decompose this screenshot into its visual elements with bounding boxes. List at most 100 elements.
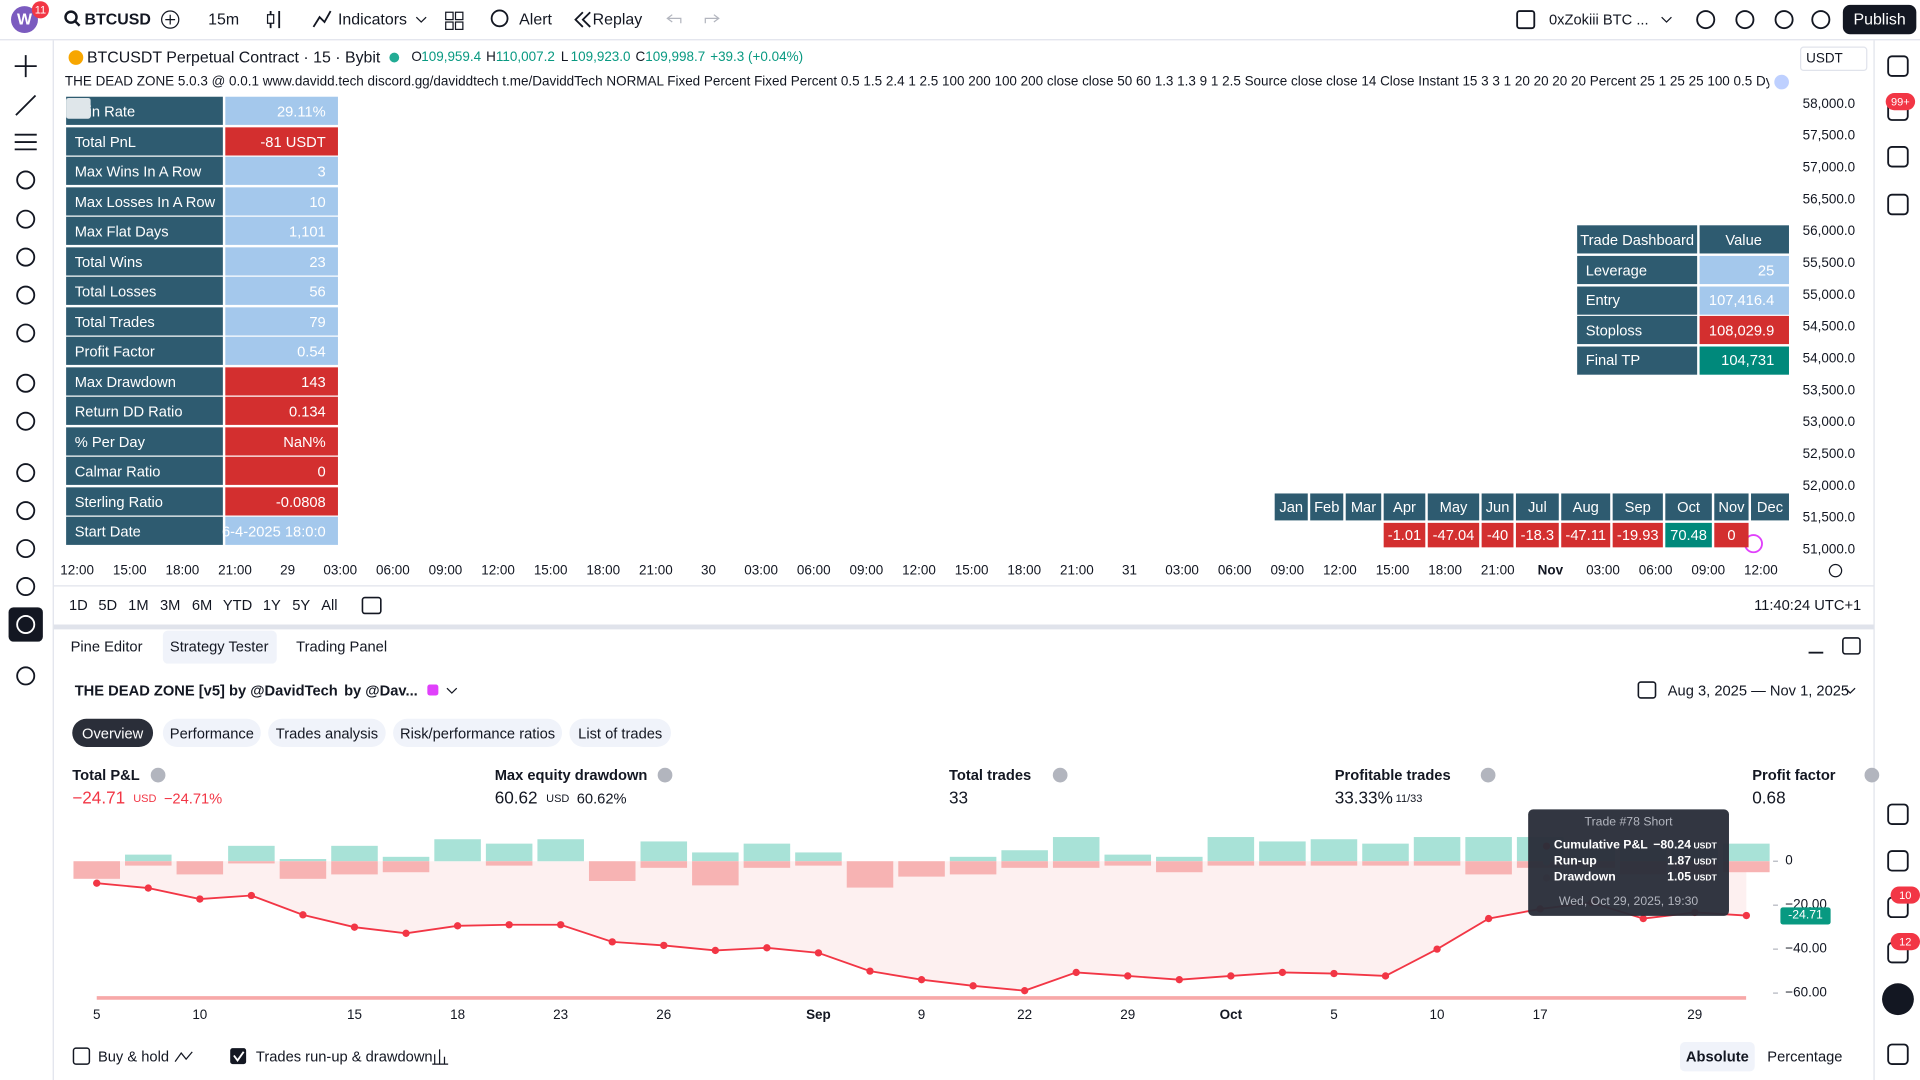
subtab-label[interactable]: Risk/performance ratios [399, 724, 556, 742]
layout-icon [445, 11, 454, 21]
layout-name[interactable]: 0xZokiii BTC ... [1548, 11, 1649, 29]
range-button[interactable]: 1M [128, 596, 149, 614]
alert-button[interactable]: Alert [519, 9, 552, 29]
drawdown-bar [640, 861, 688, 868]
stats-label-cell [66, 366, 223, 395]
stats-label-cell [66, 516, 223, 545]
symbol[interactable]: BTCUSD [84, 9, 151, 29]
drawdown-bar [1207, 861, 1255, 866]
panel-tab[interactable]: Pine Editor [70, 637, 143, 656]
indicators-icon [312, 10, 332, 28]
tooltip-unit: USDT [1693, 858, 1717, 867]
subtab[interactable] [393, 718, 563, 747]
panel-tab[interactable]: Trading Panel [296, 637, 388, 656]
subtab[interactable] [569, 718, 672, 747]
last-value-label: -24.71 [1788, 908, 1823, 922]
buy-hold-label[interactable]: Buy & hold [97, 1048, 170, 1066]
side-icon [1887, 803, 1909, 826]
month-value-cell [1612, 522, 1663, 548]
time-label: 18:00 [1007, 563, 1042, 578]
equity-point [711, 946, 720, 955]
range-button[interactable]: 5Y [292, 596, 311, 614]
month-header-cell [1751, 493, 1789, 521]
range-button[interactable]: 1Y [262, 596, 281, 614]
drawdown-bar [949, 861, 997, 875]
subtab-label[interactable]: Performance [169, 724, 254, 742]
runup-bar [1310, 839, 1358, 862]
stats-label: Max Wins In A Row [74, 162, 202, 180]
equity-point [814, 949, 823, 957]
panel-tab[interactable]: Strategy Tester [169, 637, 269, 656]
time-label: 15:00 [954, 563, 989, 578]
range-button[interactable]: All [321, 596, 338, 614]
publish-label[interactable]: Publish [1853, 9, 1906, 29]
month-label: Oct [1677, 498, 1701, 516]
month-header-cell [1481, 493, 1514, 521]
collapse-button[interactable] [66, 97, 91, 119]
drawdown-bar [1413, 861, 1461, 866]
ohlc-key: C [635, 50, 646, 65]
stats-label: Total Wins [74, 252, 143, 270]
time-label: 03:00 [323, 563, 358, 578]
subtab[interactable] [72, 718, 154, 747]
subtab[interactable] [162, 718, 261, 747]
time-label: 03:00 [1165, 563, 1199, 578]
tool-icon [16, 209, 36, 229]
dashboard-label: Stoploss [1585, 321, 1643, 339]
range-button[interactable]: 6M [191, 596, 213, 614]
time-label: 30 [701, 563, 717, 578]
interval[interactable]: 15m [208, 9, 240, 29]
subtab-label[interactable]: Trades analysis [275, 724, 379, 742]
tool-icon [16, 411, 36, 431]
subtab-label[interactable]: Overview [82, 724, 144, 742]
stats-label-cell [66, 126, 223, 155]
tooltip-unit: USDT [1693, 874, 1717, 883]
tool-icon [16, 323, 36, 343]
date-range[interactable]: Aug 3, 2025 — Nov 1, 2025 [1667, 682, 1850, 700]
equity-point [1484, 914, 1493, 923]
range-button[interactable]: 5D [98, 596, 118, 614]
tool-icon [16, 373, 36, 393]
drawdown-bar [125, 861, 172, 866]
percentage-button[interactable]: Percentage [1767, 1048, 1843, 1066]
currency[interactable]: USDT [1806, 51, 1843, 67]
strategy-title: THE DEAD ZONE [v5] by @DavidTech [74, 682, 338, 700]
price-label: 53,500.0 [1802, 383, 1856, 398]
drawdown-bar [1052, 861, 1100, 868]
publish-button[interactable] [1842, 4, 1917, 35]
dashboard-label: Leverage [1585, 261, 1647, 279]
drawdown-bar [1362, 861, 1409, 866]
runup-drawdown-label[interactable]: Trades run-up & drawdown [255, 1048, 433, 1066]
drawdown-bar [1310, 861, 1358, 866]
range-button[interactable]: 1D [68, 596, 88, 614]
subtab[interactable] [268, 718, 386, 747]
equity-point [608, 938, 616, 946]
y-tick-label: −60.00 [1785, 985, 1827, 1001]
month-value-cell [1714, 522, 1749, 548]
time-label: 06:00 [1638, 563, 1673, 578]
equity-point [1020, 987, 1029, 995]
stats-label: Start Date [74, 522, 141, 540]
stats-label: Total PnL [74, 132, 136, 150]
equity-point [969, 982, 977, 990]
time-label: 03:00 [744, 563, 779, 578]
time-label: 06:00 [1217, 563, 1252, 578]
indicators-button[interactable]: Indicators [337, 9, 407, 29]
drawdown-bar [1465, 861, 1512, 875]
time-label: 09:00 [428, 563, 463, 578]
stats-value-cell [225, 96, 338, 125]
drawdown-bar [1001, 861, 1048, 868]
time-label: 09:00 [1270, 563, 1305, 578]
runup-bar [1465, 837, 1512, 862]
time-label: 12:00 [1743, 563, 1778, 578]
tool-icon [16, 539, 36, 559]
absolute-button[interactable]: Absolute [1685, 1048, 1749, 1066]
time-label: 12:00 [60, 563, 94, 578]
range-button[interactable]: YTD [222, 596, 253, 614]
absolute-button[interactable] [1680, 1042, 1755, 1072]
x-tick-label: 10 [192, 1007, 208, 1023]
replay-button[interactable]: Replay [592, 9, 643, 29]
subtab-label[interactable]: List of trades [578, 724, 663, 742]
stats-label: Calmar Ratio [74, 462, 161, 480]
range-button[interactable]: 3M [159, 596, 181, 614]
